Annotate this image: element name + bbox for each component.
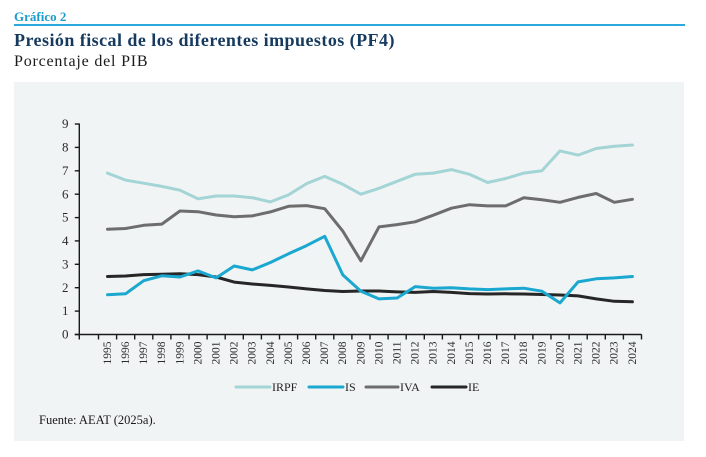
svg-text:2023: 2023 (609, 341, 621, 364)
svg-text:2012: 2012 (410, 341, 422, 364)
svg-text:1997: 1997 (138, 341, 150, 364)
svg-text:1996: 1996 (120, 341, 132, 364)
svg-text:2020: 2020 (554, 341, 566, 364)
svg-text:2014: 2014 (446, 341, 458, 364)
svg-text:1: 1 (62, 303, 69, 318)
svg-text:2: 2 (62, 280, 69, 295)
svg-text:2004: 2004 (265, 341, 277, 364)
svg-text:2005: 2005 (283, 341, 295, 364)
svg-text:9: 9 (62, 116, 69, 131)
svg-text:3: 3 (62, 256, 69, 271)
svg-text:IE: IE (468, 380, 479, 394)
svg-text:2003: 2003 (247, 341, 259, 364)
svg-text:1998: 1998 (156, 341, 168, 364)
svg-text:8: 8 (62, 140, 69, 155)
svg-text:2002: 2002 (229, 341, 241, 364)
svg-text:5: 5 (62, 210, 69, 225)
svg-text:2015: 2015 (464, 341, 476, 364)
svg-text:2019: 2019 (536, 341, 548, 364)
svg-text:2018: 2018 (518, 341, 530, 364)
svg-text:2010: 2010 (373, 341, 385, 364)
svg-text:2006: 2006 (301, 341, 313, 364)
svg-text:0: 0 (62, 327, 69, 342)
svg-text:IRPF: IRPF (272, 380, 298, 394)
svg-text:2001: 2001 (211, 341, 223, 364)
svg-text:IS: IS (345, 380, 356, 394)
svg-text:2024: 2024 (627, 341, 639, 364)
svg-text:1999: 1999 (174, 341, 186, 364)
svg-text:2016: 2016 (482, 341, 494, 364)
svg-text:2017: 2017 (500, 341, 512, 364)
svg-text:IVA: IVA (400, 380, 420, 394)
svg-text:1995: 1995 (102, 341, 114, 364)
svg-text:2021: 2021 (573, 341, 585, 364)
svg-text:7: 7 (62, 163, 69, 178)
svg-text:2000: 2000 (192, 341, 204, 364)
svg-text:2013: 2013 (428, 341, 440, 364)
svg-text:6: 6 (62, 186, 69, 201)
svg-text:2022: 2022 (591, 341, 603, 364)
svg-text:2008: 2008 (337, 341, 349, 364)
svg-text:2009: 2009 (355, 341, 367, 364)
svg-text:2011: 2011 (392, 341, 404, 364)
svg-text:4: 4 (62, 233, 69, 248)
svg-text:2007: 2007 (319, 341, 331, 364)
